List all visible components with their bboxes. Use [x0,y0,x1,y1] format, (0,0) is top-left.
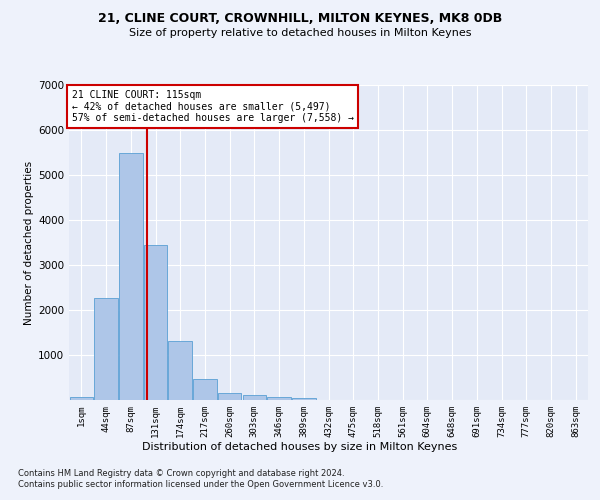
Bar [144,244,167,400]
Bar [94,298,118,400]
Bar [193,379,217,400]
Text: 21, CLINE COURT, CROWNHILL, MILTON KEYNES, MK8 0DB: 21, CLINE COURT, CROWNHILL, MILTON KEYNE… [98,12,502,26]
Bar [119,154,143,400]
Bar [268,397,291,400]
Y-axis label: Number of detached properties: Number of detached properties [24,160,34,324]
Text: Size of property relative to detached houses in Milton Keynes: Size of property relative to detached ho… [129,28,471,38]
Text: Contains HM Land Registry data © Crown copyright and database right 2024.: Contains HM Land Registry data © Crown c… [18,468,344,477]
Text: Contains public sector information licensed under the Open Government Licence v3: Contains public sector information licen… [18,480,383,489]
Text: 21 CLINE COURT: 115sqm
← 42% of detached houses are smaller (5,497)
57% of semi-: 21 CLINE COURT: 115sqm ← 42% of detached… [71,90,353,123]
Bar [218,392,241,400]
Bar [70,396,93,400]
Bar [242,396,266,400]
Bar [292,398,316,400]
Text: Distribution of detached houses by size in Milton Keynes: Distribution of detached houses by size … [142,442,458,452]
Bar [169,341,192,400]
